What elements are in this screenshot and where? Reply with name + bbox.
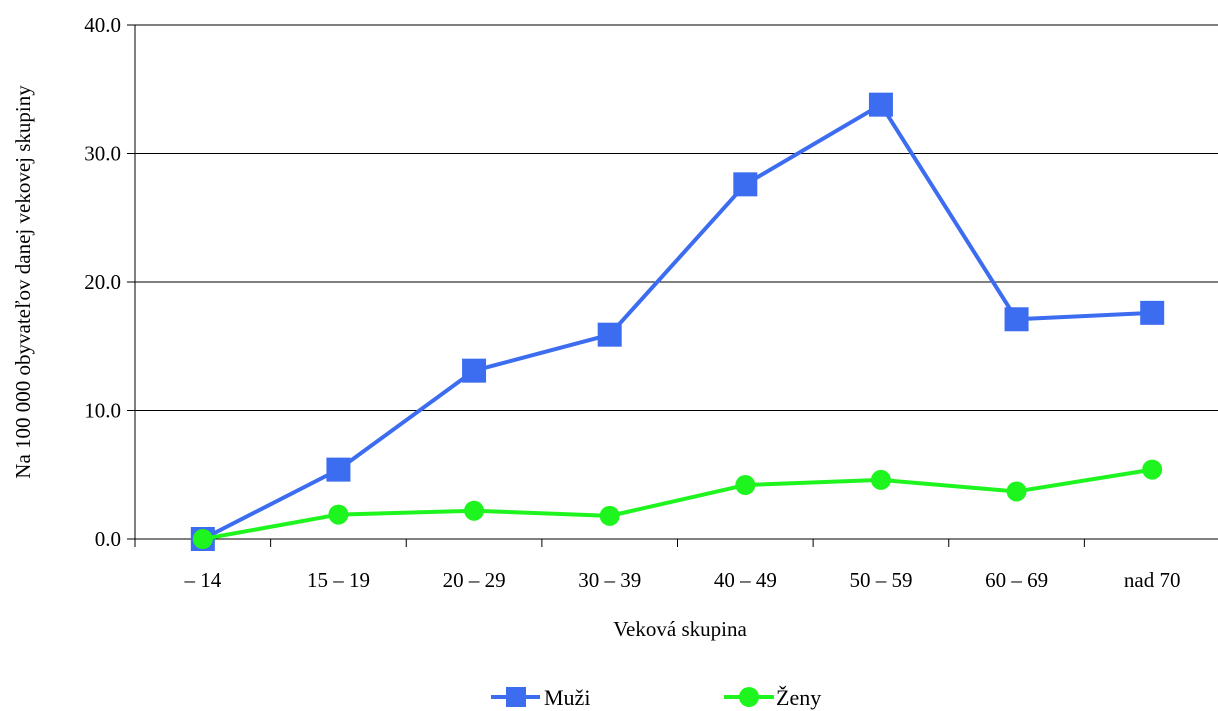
x-tick-labels: – 14 15 – 19 20 – 29 30 – 39 40 – 49 50 – 59 6… — [183, 568, 1180, 592]
data-point — [464, 500, 485, 521]
x-tick-label: 40 – 49 — [714, 568, 777, 592]
data-point — [597, 322, 622, 347]
x-tick-label: 50 – 59 — [849, 568, 912, 592]
y-tick-label: 10.0 — [84, 399, 121, 423]
legend-zeny-label: Ženy — [776, 685, 821, 710]
x-tick-label: 60 – 69 — [985, 568, 1048, 592]
x-tick-label: – 14 — [183, 568, 221, 592]
axes — [127, 24, 1085, 547]
y-tick-label: 20.0 — [84, 270, 121, 294]
x-tick-label: 15 – 19 — [307, 568, 370, 592]
y-axis-title: Na 100 000 obyvateľov danej vekovej skup… — [11, 85, 35, 479]
data-point — [1006, 481, 1027, 502]
gridlines — [135, 24, 1218, 540]
legend-muzi-marker — [506, 687, 526, 707]
x-tick-label: 20 – 29 — [443, 568, 506, 592]
legend: Muži Ženy — [491, 685, 821, 710]
data-point — [735, 475, 756, 496]
series-line — [201, 102, 1153, 541]
data-point — [733, 172, 758, 197]
y-tick-labels: 0.0 10.0 20.0 30.0 40.0 — [84, 13, 121, 551]
data-point — [1004, 307, 1029, 332]
data-point — [870, 469, 891, 490]
data-point — [462, 358, 487, 383]
data-point — [326, 457, 351, 482]
x-tick-label: nad 70 — [1124, 568, 1181, 592]
y-tick-label: 30.0 — [84, 142, 121, 166]
data-point — [192, 529, 213, 549]
data-point — [599, 505, 620, 526]
legend-zeny-marker — [739, 687, 759, 707]
data-point — [1140, 300, 1165, 325]
x-axis-title: Veková skupina — [613, 617, 747, 641]
y-tick-label: 0.0 — [95, 527, 121, 551]
series-1 — [192, 459, 1163, 549]
legend-item-muzi: Muži — [491, 685, 590, 710]
legend-item-zeny: Ženy — [724, 685, 821, 710]
data-point — [868, 92, 893, 117]
data-series — [190, 92, 1165, 551]
y-tick-label: 40.0 — [84, 13, 121, 37]
legend-muzi-label: Muži — [544, 685, 590, 710]
series-line — [202, 467, 1153, 541]
x-tick-label: 30 – 39 — [578, 568, 641, 592]
data-point — [328, 504, 349, 525]
data-point — [1142, 459, 1163, 480]
